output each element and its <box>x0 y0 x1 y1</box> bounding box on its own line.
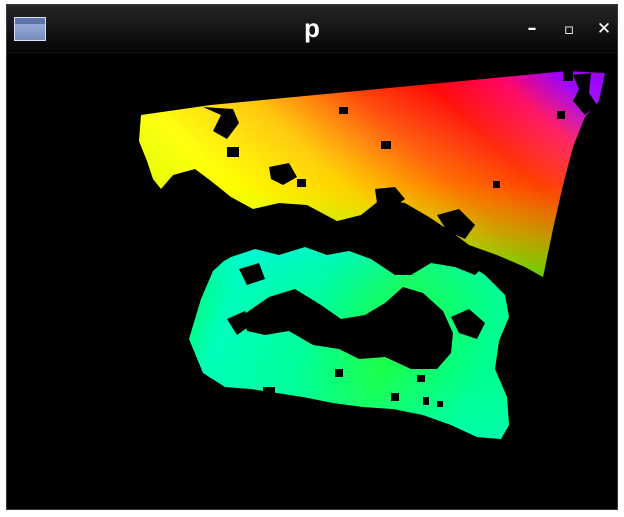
region-gap <box>211 225 483 275</box>
window-title: p <box>304 13 320 43</box>
lower-depth-region <box>189 239 509 439</box>
depth-image-viewport[interactable] <box>7 53 617 509</box>
application-window: p – ▫ ✕ <box>6 4 618 510</box>
minimize-button[interactable]: – <box>520 17 544 41</box>
upper-depth-region <box>139 71 605 277</box>
close-icon: ✕ <box>596 19 612 39</box>
title-bar[interactable]: p – ▫ ✕ <box>7 5 617 53</box>
maximize-icon: ▫ <box>563 20 575 38</box>
depth-map-image <box>139 71 605 439</box>
window-app-icon[interactable] <box>14 17 46 41</box>
close-button[interactable]: ✕ <box>592 17 616 41</box>
maximize-button[interactable]: ▫ <box>557 17 581 41</box>
minimize-icon: – <box>527 18 537 39</box>
